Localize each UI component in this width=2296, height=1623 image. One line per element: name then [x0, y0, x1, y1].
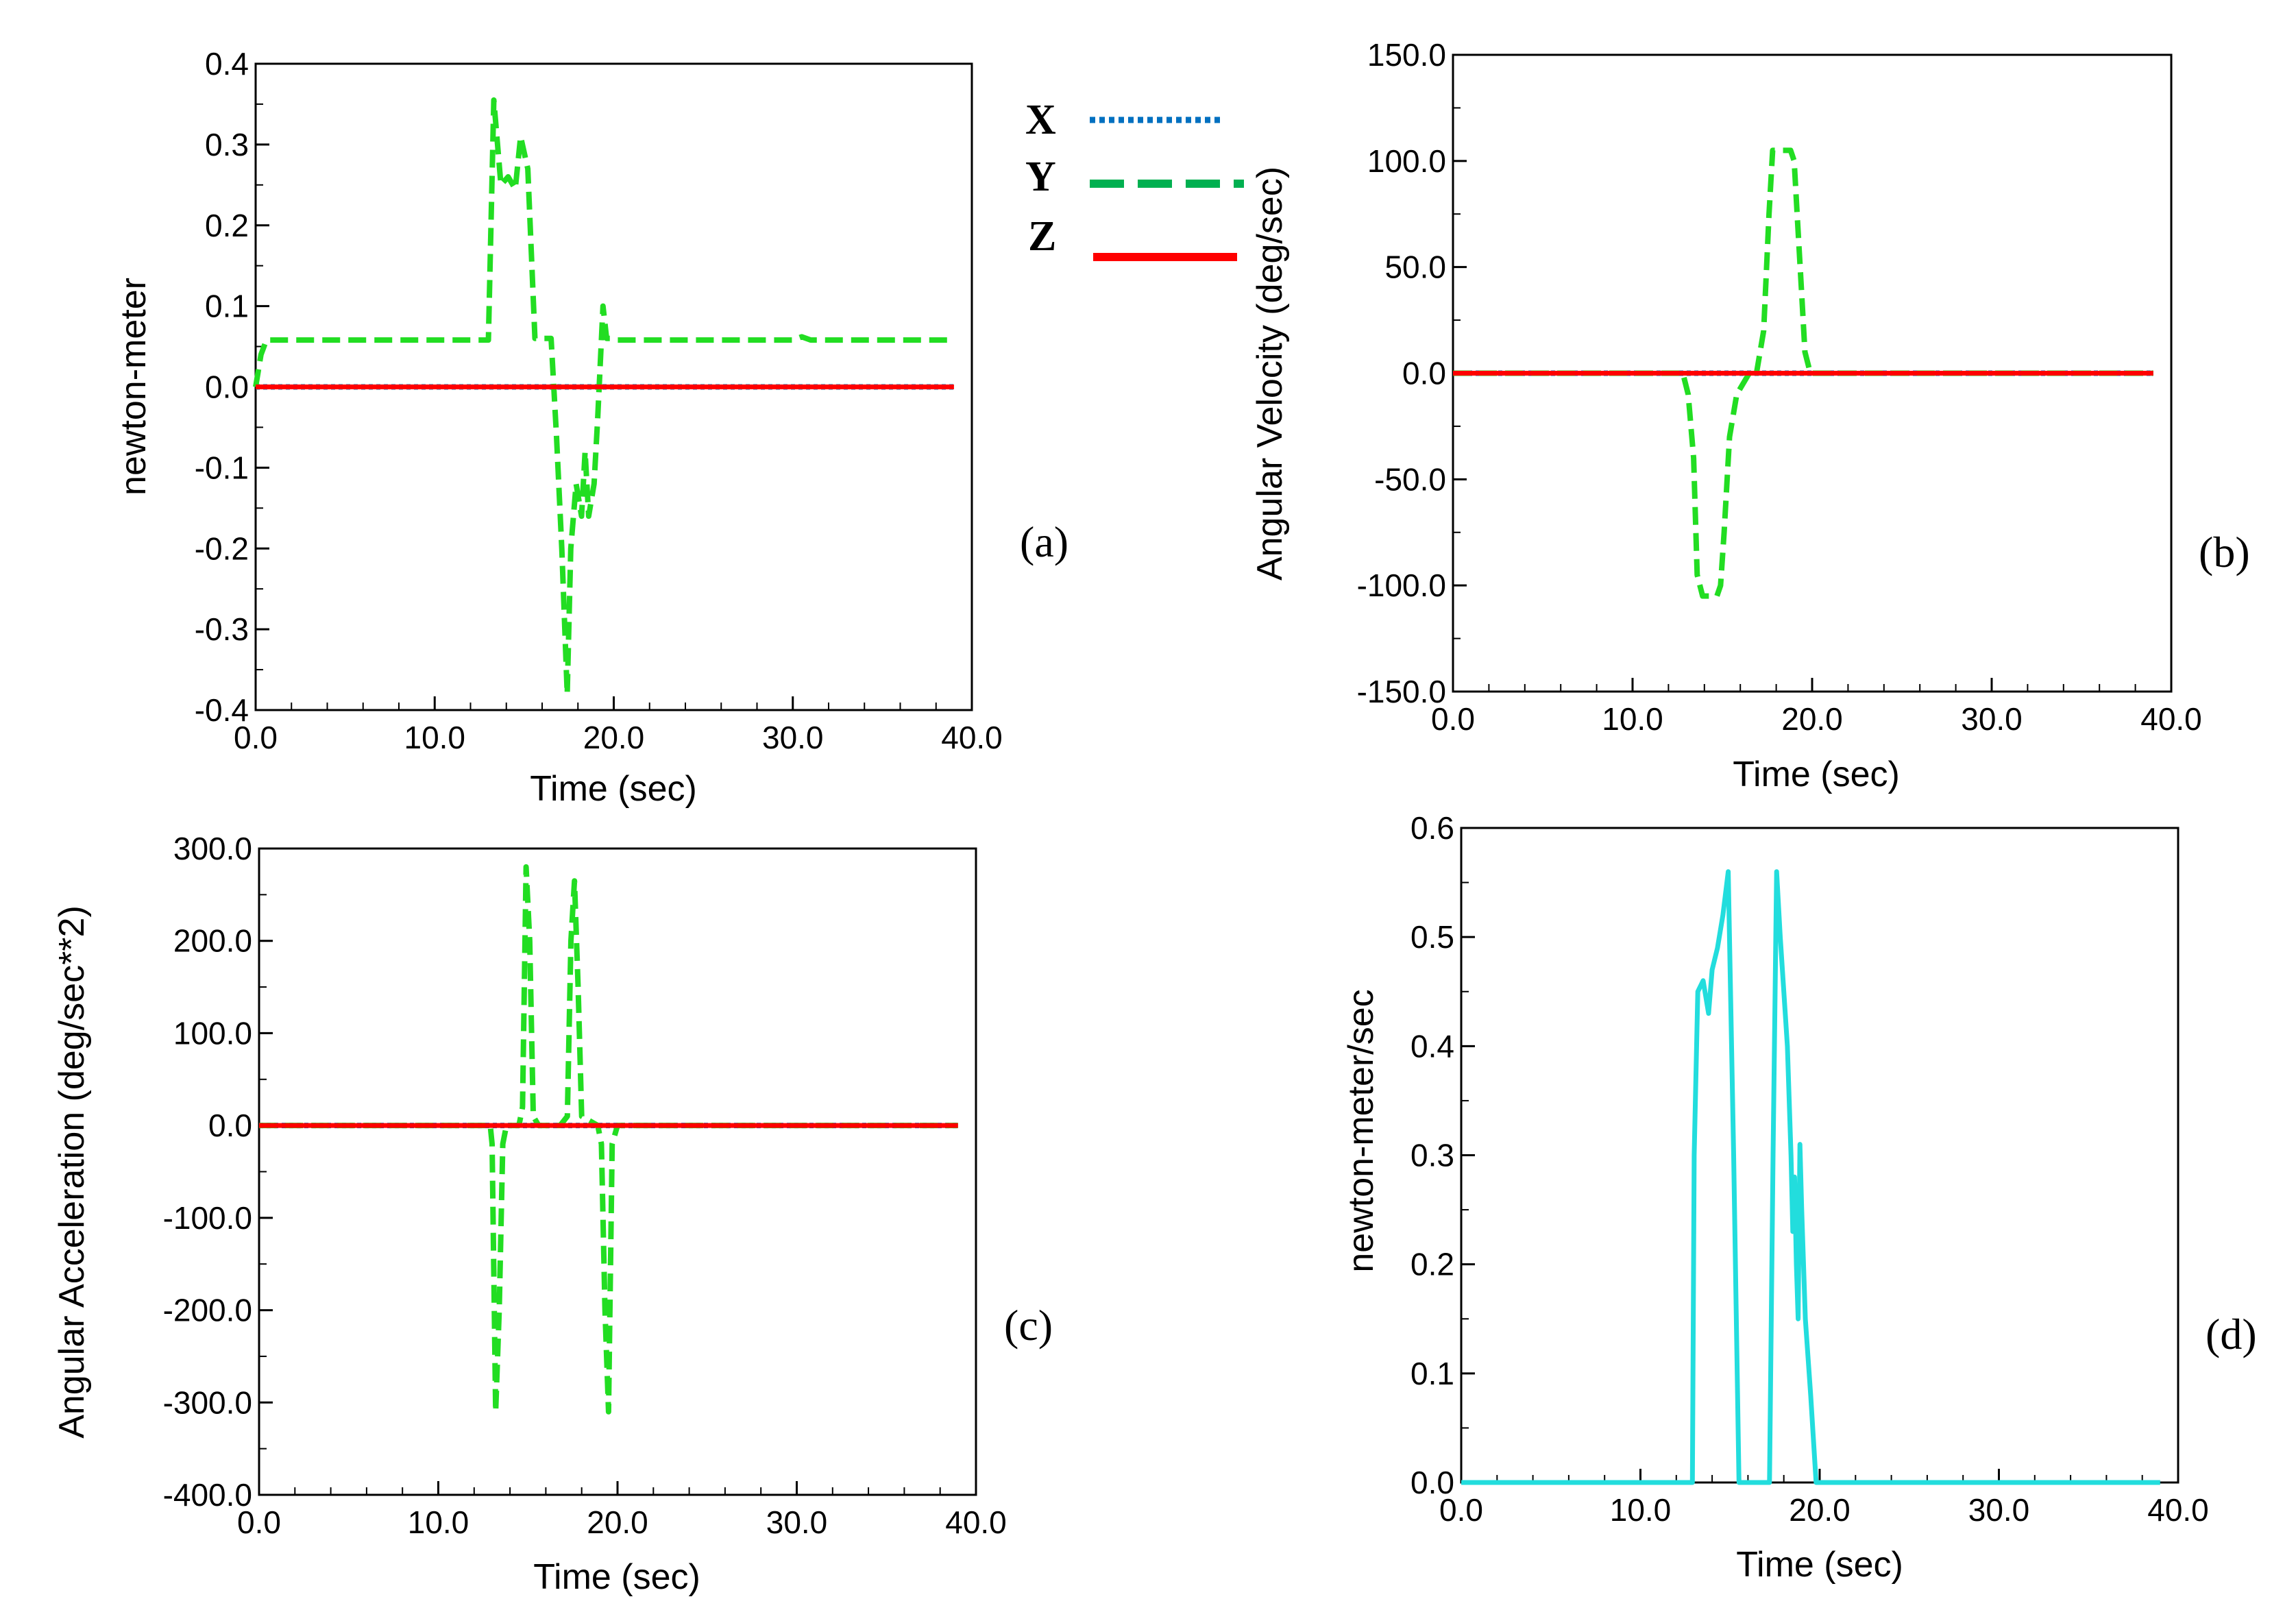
y-tick-label-a: 0.3 [205, 127, 249, 162]
axis-ticks-d: 0.6 0.5 0.4 0.3 0.2 0.1 0.00.0 10.0 20.0 30.0 40.0 [1410, 810, 2209, 1528]
chart-a: 0.40.30.20.10.0-0.1-0.2-0.3-0.40.0 10.0 20… [114, 46, 1068, 809]
plot-area-d [1460, 827, 2179, 1484]
y-tick-label-a: 0.0 [205, 369, 249, 405]
y-tick-label-b: 100.0 [1367, 143, 1446, 179]
y-tick-label-c: 100.0 [173, 1015, 252, 1051]
y-tick-label-a: -0.1 [195, 450, 249, 485]
y-tick-label-c: 300.0 [173, 831, 252, 866]
y-tick-label-c: -100.0 [163, 1200, 252, 1236]
y-tick-label-d: 0.3 [1410, 1138, 1454, 1173]
y-axis-title-d: newton-meter/sec [1341, 989, 1381, 1272]
legend-label-y: Y [1025, 154, 1056, 200]
y-tick-label-a: -0.3 [195, 611, 249, 647]
y-tick-label-d: 0.6 [1410, 810, 1454, 846]
series-line-b-y [1453, 147, 2153, 599]
x-tick-label-a: 10.0 [404, 720, 465, 755]
y-tick-label-c: -400.0 [163, 1477, 252, 1513]
y-tick-label-a: -0.4 [195, 692, 249, 728]
y-tick-label-a: -0.2 [195, 530, 249, 566]
y-tick-label-c: 200.0 [173, 923, 252, 959]
panel-label-d: (d) [2206, 1310, 2257, 1358]
y-tick-label-a: 0.1 [205, 289, 249, 324]
x-axis-title-b: Time (sec) [1733, 755, 1900, 794]
y-tick-label-b: -100.0 [1357, 568, 1446, 603]
y-tick-label-d: 0.5 [1410, 919, 1454, 955]
y-axis-title-a: newton-meter [114, 278, 154, 496]
x-tick-label-a: 0.0 [234, 720, 278, 755]
x-tick-label-b: 20.0 [1781, 701, 1843, 737]
x-tick-label-a: 40.0 [941, 720, 1003, 755]
y-tick-label-d: 0.4 [1410, 1028, 1454, 1064]
series-group-a [253, 97, 954, 697]
y-tick-label-b: 150.0 [1367, 37, 1446, 73]
x-tick-label-c: 30.0 [766, 1504, 828, 1540]
x-tick-label-d: 40.0 [2147, 1492, 2209, 1528]
series-group-c [259, 864, 958, 1415]
x-tick-label-d: 10.0 [1610, 1492, 1672, 1528]
y-tick-label-a: 0.4 [205, 46, 249, 82]
x-tick-label-b: 40.0 [2140, 701, 2202, 737]
legend-label-z: Z [1028, 213, 1056, 260]
series-line-c-y [259, 864, 958, 1415]
series-group-b [1453, 147, 2153, 599]
y-tick-label-b: -150.0 [1357, 674, 1446, 709]
series-line-a-y [253, 97, 951, 697]
panel-label-c: (c) [1004, 1301, 1053, 1350]
x-tick-label-d: 20.0 [1789, 1492, 1851, 1528]
y-tick-label-d: 0.2 [1410, 1247, 1454, 1282]
y-tick-label-d: 0.1 [1410, 1356, 1454, 1391]
y-tick-label-b: 50.0 [1384, 249, 1446, 285]
chart-d: 0.6 0.5 0.4 0.3 0.2 0.1 0.00.0 10.0 20.0 30.0 40.0… [1341, 810, 2257, 1585]
x-tick-label-c: 10.0 [408, 1504, 469, 1540]
panel-label-b: (b) [2199, 528, 2250, 576]
y-tick-label-b: -50.0 [1374, 461, 1446, 497]
x-tick-label-c: 0.0 [237, 1504, 281, 1540]
axis-ticks-c: 300.0 200.0 100.0 0.0 -100.0 -200.0 -300.0 -400… [163, 831, 1007, 1540]
x-axis-title-a: Time (sec) [530, 769, 697, 809]
legend-label-x: X [1025, 97, 1056, 143]
y-tick-label-c: -200.0 [163, 1293, 252, 1328]
x-tick-label-c: 40.0 [945, 1504, 1007, 1540]
y-tick-label-c: 0.0 [208, 1108, 252, 1143]
x-tick-label-d: 0.0 [1439, 1492, 1483, 1528]
x-tick-label-d: 30.0 [1968, 1492, 2030, 1528]
x-tick-label-a: 20.0 [583, 720, 645, 755]
x-axis-title-d: Time (sec) [1736, 1545, 1903, 1585]
x-tick-label-b: 10.0 [1602, 701, 1663, 737]
panel-label-a: (a) [1020, 517, 1068, 566]
y-tick-label-b: 0.0 [1402, 356, 1446, 391]
chart-c: 300.0 200.0 100.0 0.0 -100.0 -200.0 -300.0 -400… [52, 831, 1053, 1597]
x-tick-label-c: 20.0 [587, 1504, 648, 1540]
y-axis-title-b: Angular Velocity (deg/sec) [1250, 167, 1290, 581]
x-tick-label-a: 30.0 [762, 720, 824, 755]
y-tick-label-a: 0.2 [205, 208, 249, 243]
series-group-d [1461, 869, 2160, 1485]
y-tick-label-d: 0.0 [1410, 1465, 1454, 1500]
series-line-d-torque-rate [1461, 869, 2160, 1485]
y-tick-label-c: -300.0 [163, 1384, 252, 1420]
x-tick-label-b: 30.0 [1961, 701, 2023, 737]
x-tick-label-b: 0.0 [1431, 701, 1475, 737]
plot-area-c [258, 847, 977, 1496]
legend: X Y Z [1025, 97, 1244, 261]
y-axis-title-c: Angular Acceleration (deg/sec**2) [52, 905, 92, 1439]
x-axis-title-c: Time (sec) [533, 1557, 700, 1597]
axis-ticks-a: 0.40.30.20.10.0-0.1-0.2-0.3-0.40.0 10.0 20… [195, 46, 1003, 755]
